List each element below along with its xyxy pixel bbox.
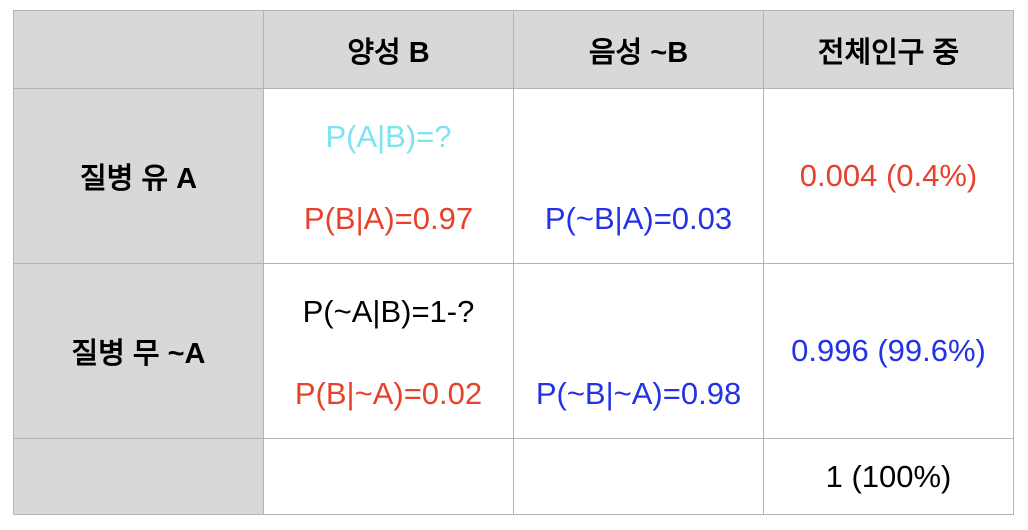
row-label-disease-yes: 질병 유 A — [79, 163, 198, 195]
true-negative-expression: P(~B|~A)=0.98 — [535, 376, 742, 411]
negative-cell: P(~B|A)=0.03 — [513, 88, 764, 264]
negative-likelihood-expression: P(~B|A)=0.03 — [544, 201, 733, 236]
footer-row: 1 (100%) — [13, 438, 1014, 515]
footer-corner-cell — [13, 438, 264, 515]
row-label-disease-no: 질병 무 ~A — [71, 338, 206, 370]
probability-table: 양성 B 음성 ~B 전체인구 중 질병 유 A P(A|B)=? P(B|A)… — [13, 10, 1014, 515]
header-row: 양성 B 음성 ~B 전체인구 중 — [13, 10, 1014, 89]
posterior-complement-expression: P(~A|B)=1-? — [302, 294, 475, 329]
header-negative-label: 음성 ~B — [588, 36, 689, 69]
grand-total-value: 1 (100%) — [825, 458, 952, 494]
header-corner-cell — [13, 10, 264, 89]
footer-total-cell: 1 (100%) — [763, 438, 1014, 515]
header-total-label: 전체인구 중 — [817, 36, 960, 69]
total-cell: 0.004 (0.4%) — [763, 88, 1014, 264]
positive-cell: P(~A|B)=1-? P(B|~A)=0.02 — [263, 263, 514, 439]
likelihood-expression: P(B|A)=0.97 — [303, 201, 474, 236]
header-total-cell: 전체인구 중 — [763, 10, 1014, 89]
table-row: 질병 무 ~A P(~A|B)=1-? P(B|~A)=0.02 P(~B|~A… — [13, 263, 1014, 439]
footer-empty-cell — [263, 438, 514, 515]
row-label-cell: 질병 유 A — [13, 88, 264, 264]
header-negative-cell: 음성 ~B — [513, 10, 764, 89]
table-row: 질병 유 A P(A|B)=? P(B|A)=0.97 P(~B|A)=0.03… — [13, 88, 1014, 264]
posterior-expression: P(A|B)=? — [325, 119, 452, 154]
header-positive-label: 양성 B — [347, 36, 430, 69]
prior-complement-value: 0.996 (99.6%) — [791, 333, 986, 368]
footer-empty-cell — [513, 438, 764, 515]
negative-cell: P(~B|~A)=0.98 — [513, 263, 764, 439]
positive-cell: P(A|B)=? P(B|A)=0.97 — [263, 88, 514, 264]
prior-value: 0.004 (0.4%) — [799, 158, 978, 193]
row-label-cell: 질병 무 ~A — [13, 263, 264, 439]
header-positive-cell: 양성 B — [263, 10, 514, 89]
total-cell: 0.996 (99.6%) — [763, 263, 1014, 439]
false-positive-expression: P(B|~A)=0.02 — [294, 376, 483, 411]
